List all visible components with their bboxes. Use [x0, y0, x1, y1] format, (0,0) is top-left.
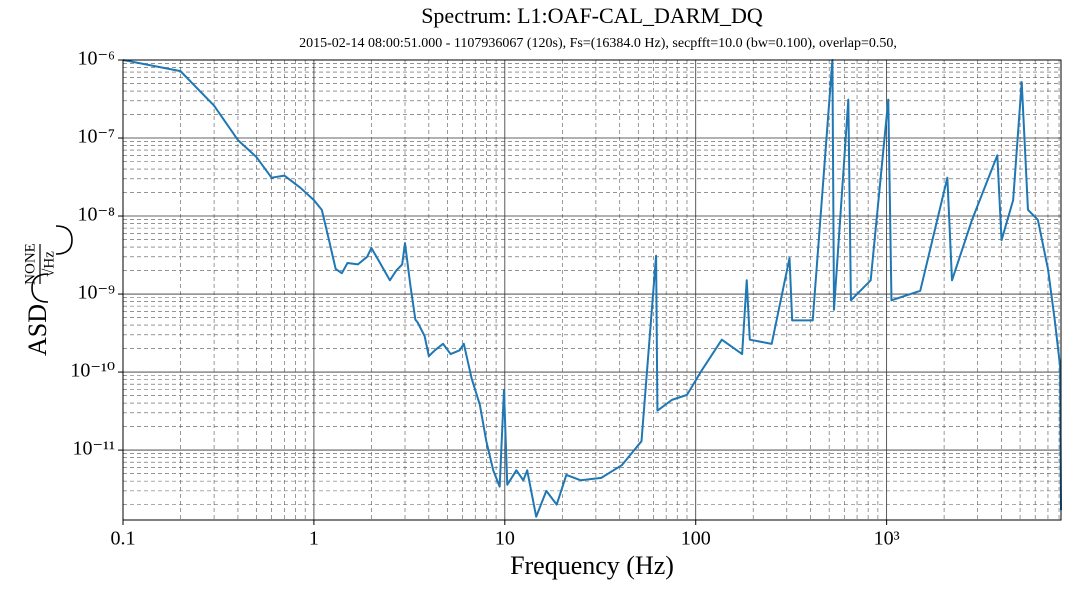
y-unit-numerator: NONE	[22, 243, 38, 285]
y-axis-label: ASD NONE √Hz	[22, 225, 73, 356]
y-tick-label: 10⁻¹¹	[72, 438, 115, 460]
chart-subtitle: 2015-02-14 08:00:51.000 - 1107936067 (12…	[299, 36, 897, 51]
x-tick-label: 1	[309, 528, 319, 550]
y-unit-denominator: √Hz	[41, 251, 57, 277]
y-tick-label: 10⁻⁹	[77, 282, 115, 304]
y-tick-label: 10⁻⁶	[77, 48, 115, 70]
chart-title: Spectrum: L1:OAF-CAL_DARM_DQ	[421, 3, 763, 28]
y-tick-label: 10⁻⁸	[77, 204, 115, 226]
x-tick-label: 10	[495, 528, 515, 550]
series-line	[122, 59, 1062, 518]
y-tick-label: 10⁻¹⁰	[70, 360, 115, 382]
x-tick-label: 0.1	[111, 528, 136, 550]
y-tick-label: 10⁻⁷	[77, 126, 115, 148]
y-axis-label-text: ASD	[23, 304, 52, 356]
x-tick-label: 100	[681, 528, 711, 550]
x-axis-label: Frequency (Hz)	[510, 551, 674, 580]
x-tick-label: 10³	[874, 528, 900, 550]
right-paren	[55, 225, 73, 255]
plot-frame	[122, 59, 1062, 521]
plot-area: 0.1 1 10 100 10³ 10⁻¹¹ 10⁻¹⁰ 10⁻⁹ 10⁻⁸ 10⁻⁷ 10⁻⁶	[70, 48, 1062, 550]
